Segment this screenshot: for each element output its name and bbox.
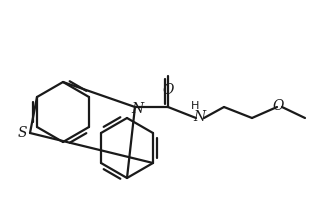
Text: O: O xyxy=(272,99,284,113)
Text: N: N xyxy=(193,110,205,124)
Text: O: O xyxy=(162,83,174,97)
Text: H: H xyxy=(191,101,199,111)
Text: S: S xyxy=(17,126,27,140)
Text: N: N xyxy=(131,102,143,116)
